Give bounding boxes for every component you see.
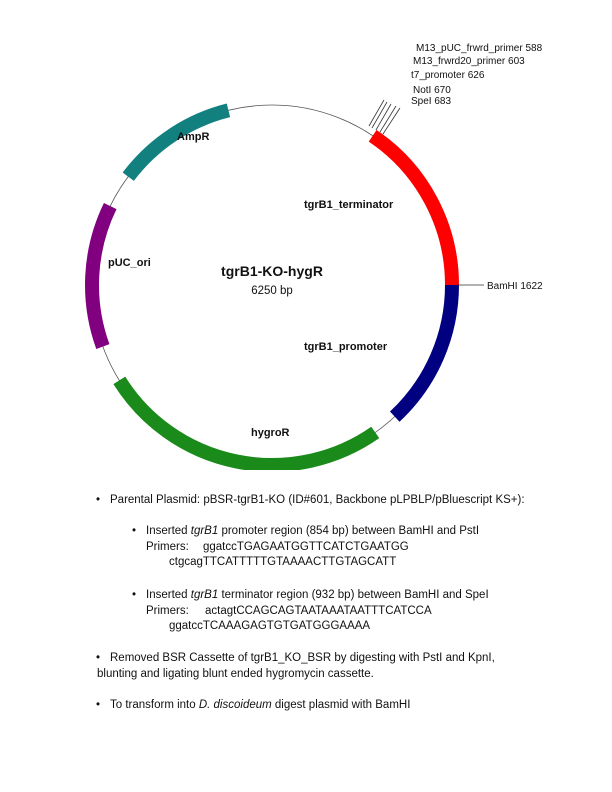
promoter-primer-line-2: ctgcagTTCATTTTTGTAAAACTTGTAGCATT <box>169 555 396 570</box>
terminator-insert-prefix: Inserted <box>146 589 191 601</box>
note-parental: • Parental Plasmid: pBSR-tgrB1-KO (ID#60… <box>96 493 525 508</box>
m13-puc-frwrd-primer-tick <box>368 99 385 127</box>
plasmid-size: 6250 bp <box>251 285 293 297</box>
hygror-label: hygroR <box>251 427 290 439</box>
bullet-icon: • <box>132 589 137 601</box>
bullet-icon: • <box>132 525 137 537</box>
t7-promoter-tick <box>375 103 392 131</box>
terminator-primer-line-2: ggatccTCAAAGAGTGTGATGGGAAAA <box>169 619 370 634</box>
transform-suffix: digest plasmid with BamHI <box>271 699 411 711</box>
bullet-icon: • <box>96 699 101 711</box>
promoter-primer-1: ggatccTGAGAATGGTTCATCTGAATGG <box>203 541 409 553</box>
terminator-primer-1: actagtCCAGCAGTAATAAATAATTTCATCCA <box>205 605 432 617</box>
ampr-feature-arc[interactable] <box>122 103 231 181</box>
ampr-label: AmpR <box>177 131 209 143</box>
plasmid-name: tgrB1-KO-hygR <box>221 263 323 279</box>
tgrb1-terminator-feature-arc[interactable] <box>368 129 459 286</box>
tgrb1-terminator-label: tgrB1_terminator <box>304 199 394 211</box>
bullet-icon: • <box>96 652 101 664</box>
transform-organism: D. discoideum <box>198 699 272 711</box>
promoter-primers-label: Primers: <box>146 541 189 553</box>
terminator-primer-2: ggatccTCAAAGAGTGTGATGGGAAAA <box>169 620 371 632</box>
bullet-icon: • <box>96 494 101 506</box>
tgrb1-promoter-feature-arc[interactable] <box>389 284 459 422</box>
puc-ori-feature-arc[interactable] <box>85 203 117 349</box>
note-transform: • To transform into D. discoideum digest… <box>96 698 411 713</box>
m13-frwrd20-primer-label: M13_frwrd20_primer 603 <box>413 56 525 67</box>
bamhi-label: BamHI 1622 <box>487 281 543 292</box>
terminator-primer-line-1: Primers: actagtCCAGCAGTAATAAATAATTTCATCC… <box>146 604 432 619</box>
plasmid-map: M13_pUC_frwrd_primer 588 M13_frwrd20_pri… <box>85 43 543 470</box>
m13-frwrd20-primer-tick <box>371 101 388 129</box>
noti-label: NotI 670 <box>413 85 451 96</box>
terminator-primers-label: Primers: <box>146 605 189 617</box>
note-removed-bsr: • Removed BSR Cassette of tgrB1_KO_BSR b… <box>96 651 495 666</box>
removed-bsr-line-2: blunting and ligating blunt ended hygrom… <box>97 668 374 680</box>
puc-ori-label: pUC_ori <box>108 257 151 269</box>
note-removed-bsr-cont: blunting and ligating blunt ended hygrom… <box>97 667 374 682</box>
terminator-insert-gene: tgrB1 <box>190 589 219 601</box>
promoter-insert-prefix: Inserted <box>146 525 191 537</box>
promoter-insert-suffix: promoter region (854 bp) between BamHI a… <box>218 525 480 537</box>
hygror-feature-arc[interactable] <box>113 376 380 470</box>
parental-plasmid-text: Parental Plasmid: pBSR-tgrB1-KO (ID#601,… <box>110 494 525 506</box>
site-tick-lines <box>368 99 484 286</box>
removed-bsr-line-1: Removed BSR Cassette of tgrB1_KO_BSR by … <box>110 652 495 664</box>
spei-tick <box>382 107 401 135</box>
tgrb1-promoter-label: tgrB1_promoter <box>304 341 388 353</box>
noti-tick <box>379 105 397 133</box>
promoter-insert-gene: tgrB1 <box>190 525 219 537</box>
transform-prefix: To transform into <box>110 699 199 711</box>
note-terminator-insert: • Inserted tgrB1 terminator region (932 … <box>132 588 489 603</box>
spei-label: SpeI 683 <box>411 96 451 107</box>
t7-promoter-label: t7_promoter 626 <box>411 70 485 81</box>
m13-puc-frwrd-primer-label: M13_pUC_frwrd_primer 588 <box>416 43 543 54</box>
promoter-primer-line-1: Primers: ggatccTGAGAATGGTTCATCTGAATGG <box>146 540 409 555</box>
promoter-primer-2: ctgcagTTCATTTTTGTAAAACTTGTAGCATT <box>169 556 397 568</box>
note-promoter-insert: • Inserted tgrB1 promoter region (854 bp… <box>132 524 480 539</box>
terminator-insert-suffix: terminator region (932 bp) between BamHI… <box>218 589 489 601</box>
